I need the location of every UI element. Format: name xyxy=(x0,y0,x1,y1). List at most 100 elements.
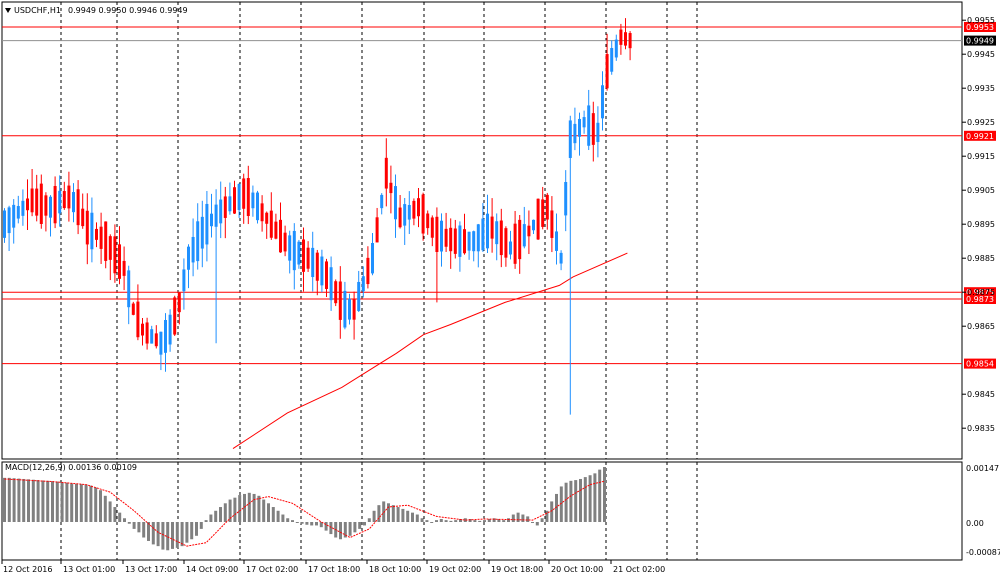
macd-histogram-bar xyxy=(353,522,357,533)
bull-candle xyxy=(361,276,365,292)
y-tick-label: 0.9835 xyxy=(967,424,995,433)
bear-candle xyxy=(389,182,393,194)
y-tick-label: 0.9955 xyxy=(967,16,995,25)
bull-candle xyxy=(371,242,374,274)
price-pane-frame xyxy=(1,1,963,460)
macd-histogram-bar xyxy=(391,505,395,522)
macd-histogram-bar xyxy=(190,522,194,540)
bull-candle xyxy=(568,120,572,158)
macd-histogram-bar xyxy=(545,510,549,522)
current-price-label: 0.9949 xyxy=(966,37,994,46)
bear-candle xyxy=(430,217,434,238)
bull-candle xyxy=(168,314,172,345)
macd-histogram-bar xyxy=(151,522,155,545)
macd-histogram-bar xyxy=(243,493,246,522)
macd-histogram-bar xyxy=(372,510,376,522)
bull-candle xyxy=(481,218,485,251)
macd-histogram-bar xyxy=(156,522,160,547)
macd-histogram-bar xyxy=(175,522,179,548)
macd-histogram-bar xyxy=(502,520,506,522)
macd-histogram-bar xyxy=(281,514,285,522)
macd-histogram-bar xyxy=(209,514,213,522)
bear-candle xyxy=(536,198,540,240)
y-tick-label: 0.9885 xyxy=(967,254,995,263)
macd-histogram-bar xyxy=(439,519,443,522)
y-tick-label: 0.9905 xyxy=(967,186,995,195)
macd-histogram-bar xyxy=(161,522,165,550)
bear-candle xyxy=(421,194,425,234)
bear-candle xyxy=(550,210,554,238)
bear-candle xyxy=(141,323,144,336)
moving-average-line xyxy=(232,252,628,450)
macd-histogram-bar xyxy=(22,478,26,522)
macd-pane-frame xyxy=(1,461,963,561)
macd-histogram-bar xyxy=(598,469,602,522)
macd-histogram-bar xyxy=(247,492,251,522)
macd-histogram-bar xyxy=(348,522,352,536)
x-tick-label: 20 Oct 10:00 xyxy=(551,565,603,574)
macd-histogram-bar xyxy=(406,510,410,522)
collapse-triangle-icon[interactable] xyxy=(5,8,11,13)
bear-candle xyxy=(154,333,158,347)
x-tick-label: 13 Oct 01:00 xyxy=(63,565,115,574)
bear-candle xyxy=(265,212,269,224)
bull-candle xyxy=(16,206,20,219)
macd-histogram-bar xyxy=(358,522,362,529)
macd-histogram-bar xyxy=(555,493,558,522)
bull-candle xyxy=(555,231,558,251)
macd-histogram-bar xyxy=(228,499,232,522)
macd-histogram-bar xyxy=(382,501,386,522)
bull-candle xyxy=(476,224,480,252)
macd-histogram-bar xyxy=(430,522,434,523)
macd-histogram-bar xyxy=(363,522,366,526)
macd-histogram-bar xyxy=(108,501,112,522)
bear-candle xyxy=(260,203,264,222)
bear-candle xyxy=(453,228,457,254)
macd-histogram-bar xyxy=(343,522,347,538)
bull-candle xyxy=(614,39,618,58)
bull-candle xyxy=(472,231,476,252)
bull-candle xyxy=(348,298,351,320)
macd-histogram-bar xyxy=(295,522,299,523)
macd-histogram-bar xyxy=(214,510,218,522)
bear-candle xyxy=(412,200,416,219)
macd-histogram-bar xyxy=(468,519,472,522)
x-tick-label: 19 Oct 18:00 xyxy=(491,565,543,574)
bear-candle xyxy=(95,228,98,240)
symbol-label: USDCHF,H1 xyxy=(14,6,61,15)
bull-candle xyxy=(582,117,586,128)
bear-candle xyxy=(67,185,71,209)
bull-candle xyxy=(403,204,407,226)
bull-candle xyxy=(357,281,361,311)
bull-candle xyxy=(329,267,333,301)
macd-histogram-bar xyxy=(420,518,424,522)
bull-candle xyxy=(467,231,471,251)
bear-candle xyxy=(352,298,356,320)
macd-histogram-bar xyxy=(118,512,122,522)
macd-histogram-bar xyxy=(94,487,98,522)
bull-candle xyxy=(214,204,218,227)
bear-candle xyxy=(279,219,282,253)
bear-candle xyxy=(122,260,126,276)
price-level-tag xyxy=(964,358,996,369)
macd-histogram-bar xyxy=(123,518,126,522)
macd-histogram-bar xyxy=(51,481,54,522)
bear-candle xyxy=(619,29,623,45)
bull-candle xyxy=(458,225,462,257)
macd-histogram-bar xyxy=(103,495,107,522)
bull-candle xyxy=(578,118,581,137)
macd-histogram-bar xyxy=(574,480,578,522)
bull-candle xyxy=(532,219,535,231)
bull-candle xyxy=(58,190,62,214)
bear-candle xyxy=(35,188,39,216)
bull-candle xyxy=(596,122,600,143)
x-tick-label: 17 Oct 02:00 xyxy=(246,565,298,574)
macd-histogram-bar xyxy=(401,508,405,522)
macd-histogram-bar xyxy=(60,481,64,522)
y-tick-label: 0.9915 xyxy=(967,152,995,161)
macd-histogram-bar xyxy=(276,510,280,522)
macd-histogram-bar xyxy=(271,507,275,522)
macd-label: MACD(12,26,9) 0.00136 0.00109 xyxy=(5,463,137,472)
